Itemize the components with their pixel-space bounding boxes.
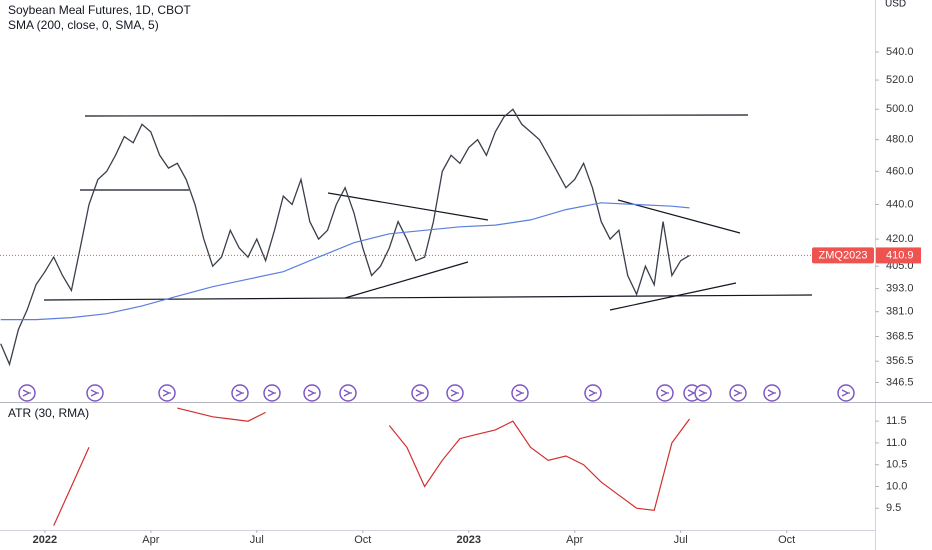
event-icon — [86, 384, 104, 402]
event-arrow — [733, 389, 742, 397]
trend-line — [327, 192, 489, 221]
x-tick-label: Jul — [250, 534, 264, 546]
series-line — [0, 202, 690, 321]
event-icon — [158, 384, 176, 402]
y-tick-label: 368.5 — [886, 330, 914, 342]
trend-line — [617, 199, 741, 234]
event-icon — [231, 384, 249, 402]
y-tick-label: 420.0 — [886, 233, 914, 245]
y-tick-label: 480.0 — [886, 134, 914, 146]
event-icon — [763, 384, 781, 402]
event-icon — [694, 384, 712, 402]
event-arrow — [162, 389, 171, 397]
x-tick-label: Apr — [142, 534, 159, 546]
y-tick-label: 381.0 — [886, 306, 914, 318]
symbol-label: ZMQ2023 — [819, 249, 868, 261]
x-tick-label: 2023 — [457, 534, 481, 546]
event-arrow — [841, 389, 850, 397]
trend-line — [84, 114, 749, 117]
plot-area — [53, 407, 690, 526]
event-arrow — [267, 389, 276, 397]
y-tick-label: 9.5 — [886, 502, 901, 514]
event-arrow — [450, 389, 459, 397]
x-tick-label: Oct — [354, 534, 371, 546]
y-tick-label: 440.0 — [886, 198, 914, 210]
y-tick-label: 500.0 — [886, 103, 914, 115]
y-tick-label: 10.5 — [886, 459, 907, 471]
event-arrow — [588, 389, 597, 397]
event-icon — [584, 384, 602, 402]
indicator-label: ATR (30, RMA) — [8, 406, 89, 420]
trend-line — [43, 294, 813, 301]
event-icon — [411, 384, 429, 402]
event-arrow — [307, 389, 316, 397]
trend-line — [609, 282, 737, 311]
event-icon — [511, 384, 529, 402]
event-arrow — [515, 389, 524, 397]
event-icon — [837, 384, 855, 402]
event-arrow — [698, 389, 707, 397]
y-tick-label: 11.0 — [886, 437, 907, 449]
y-tick-label: 10.0 — [886, 480, 907, 492]
event-arrow — [660, 389, 669, 397]
event-arrow — [343, 389, 352, 397]
chart-title: Soybean Meal Futures, 1D, CBOT — [8, 3, 191, 17]
y-tick-label: 520.0 — [886, 74, 914, 86]
indicator-label: SMA (200, close, 0, SMA, 5) — [8, 18, 159, 32]
x-tick-label: Apr — [566, 534, 583, 546]
x-tick-label: 2022 — [33, 534, 57, 546]
event-icon — [18, 384, 36, 402]
event-icon — [446, 384, 464, 402]
drawings — [43, 114, 813, 311]
event-icon — [656, 384, 674, 402]
y-tick-label: 540.0 — [886, 46, 914, 58]
event-arrow — [90, 389, 99, 397]
event-icon — [339, 384, 357, 402]
y-tick-label: 393.0 — [886, 283, 914, 295]
currency-label: USD — [885, 0, 906, 10]
plot-area — [0, 108, 875, 367]
x-tick-label: Oct — [778, 534, 795, 546]
price-badge — [876, 247, 921, 264]
series-line — [0, 108, 690, 367]
y-tick-label: 460.0 — [886, 165, 914, 177]
event-arrow — [767, 389, 776, 397]
event-icon — [263, 384, 281, 402]
price-label: 410.9 — [886, 249, 914, 261]
y-tick-label: 11.5 — [886, 415, 907, 427]
y-tick-label: 356.5 — [886, 355, 914, 367]
trend-line — [344, 261, 469, 299]
event-icon — [303, 384, 321, 402]
event-arrow — [22, 389, 31, 397]
event-icon — [729, 384, 747, 402]
series-line — [53, 407, 690, 526]
event-arrow — [235, 389, 244, 397]
y-tick-label: 346.5 — [886, 376, 914, 388]
event-arrow — [415, 389, 424, 397]
symbol-badge — [812, 247, 874, 264]
x-tick-label: Jul — [674, 534, 688, 546]
